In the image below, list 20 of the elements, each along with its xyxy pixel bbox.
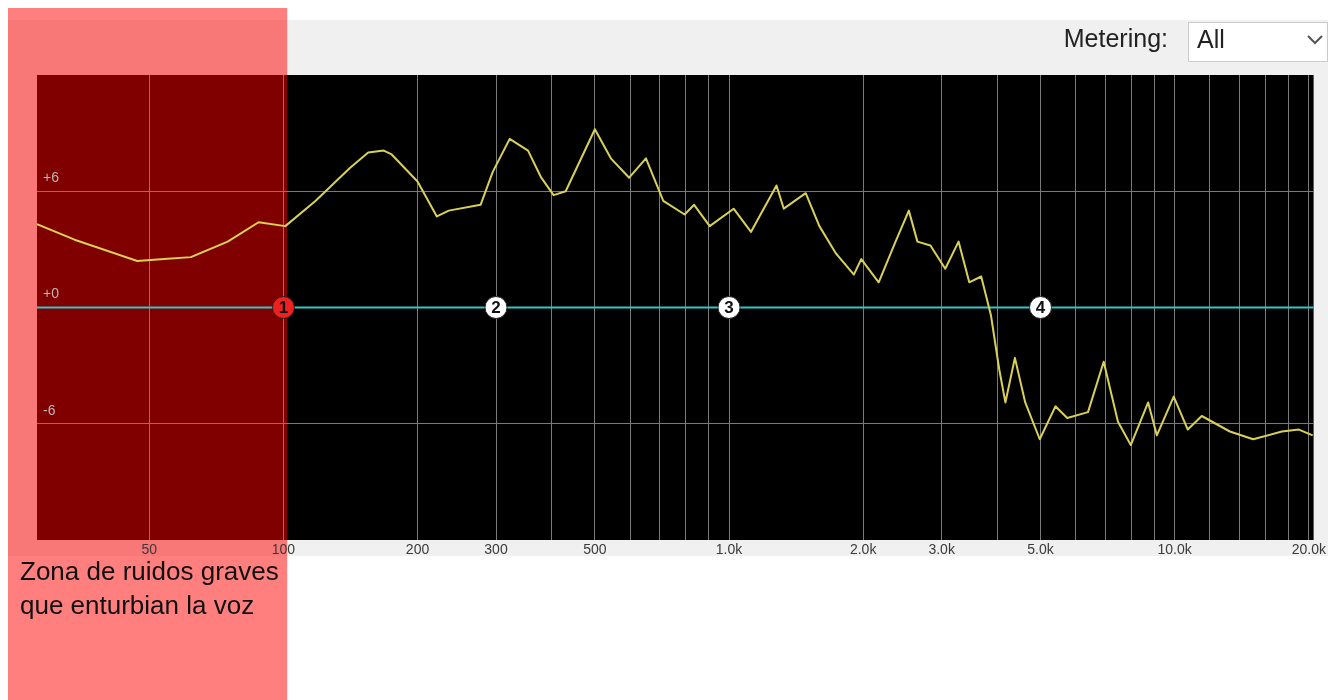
x-tick-label: 5.0k [1027,541,1055,558]
x-tick-label: 1.0k [715,541,744,558]
x-tick-label: 2.0k [849,541,878,558]
band-label: Zona de ruidos graves que enturbian la voz [20,556,279,621]
y-tick-label: +6 [43,169,60,186]
x-tick-label: 300 [484,541,508,558]
y-tick-label: +0 [43,285,60,302]
y-tick-label: -6 [43,401,56,418]
dropdown-field: All [1188,22,1328,62]
text: Metering: [1063,24,1168,53]
x-tick-label: 20.0k [1291,541,1327,558]
x-tick-label: 50 [141,541,158,558]
annotation: 3 [724,298,734,318]
annotation: 2 [491,298,501,318]
annotation: 4 [1035,298,1046,318]
annotation: 1 [278,298,289,318]
x-tick-label: 500 [583,541,607,558]
x-tick-label: 200 [405,541,430,558]
x-tick-label: 3.0k [928,541,956,558]
x-tick-label: 10.0k [1157,541,1193,558]
